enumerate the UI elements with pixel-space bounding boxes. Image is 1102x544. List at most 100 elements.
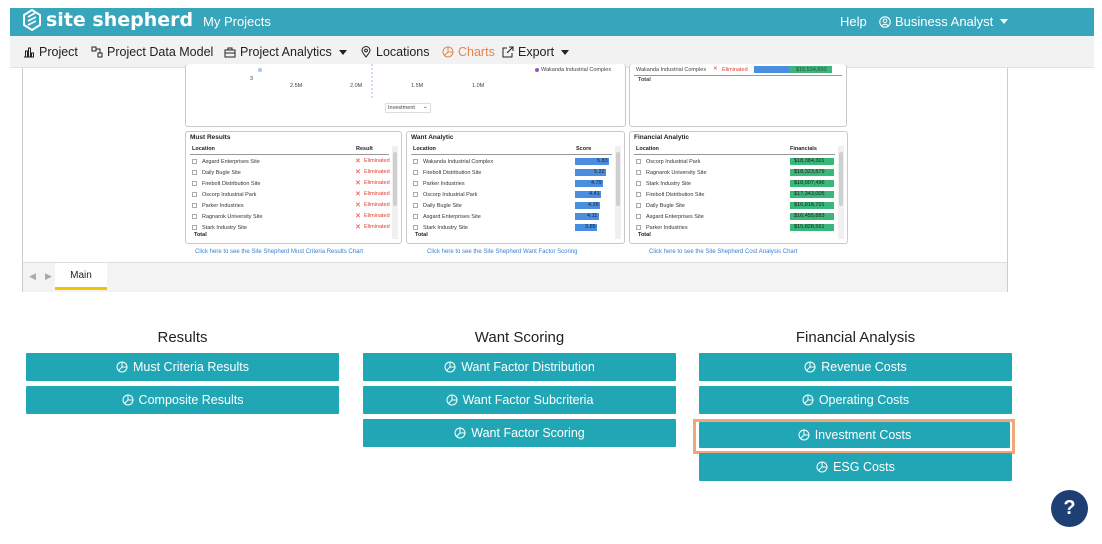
expand-icon[interactable] xyxy=(636,203,641,208)
x-tick: 1.0M xyxy=(472,83,485,89)
must-criteria-chart-link[interactable]: Click here to see the Site Shepherd Must… xyxy=(195,249,364,255)
button-label: Operating Costs xyxy=(818,393,910,407)
nav-charts[interactable]: Charts xyxy=(442,45,495,59)
row-location: Daily Bugle Site xyxy=(202,170,241,176)
button-label: Want Factor Subcriteria xyxy=(462,393,594,407)
row-location: Daily Bugle Site xyxy=(646,203,685,209)
expand-icon[interactable] xyxy=(413,192,418,197)
cost-analysis-chart-link[interactable]: Click here to see the Site Shepherd Cost… xyxy=(649,249,798,255)
expand-icon[interactable] xyxy=(413,203,418,208)
x-mark-icon: ✕ xyxy=(713,66,718,72)
score-bar xyxy=(575,224,597,231)
want-factor-subcriteria-button[interactable]: Want Factor Subcriteria xyxy=(363,386,676,414)
export-icon xyxy=(502,46,514,58)
expand-icon[interactable] xyxy=(413,214,418,219)
expand-icon[interactable] xyxy=(413,225,418,230)
measure-dropdown[interactable]: Investment ⌄ xyxy=(385,103,431,113)
table-row: Stark Industry Site 3.85 xyxy=(411,223,612,234)
expand-icon[interactable] xyxy=(636,192,641,197)
row-location: Ragnarok University Site xyxy=(646,170,707,176)
table-row: Parker Industries 4.79 xyxy=(411,179,612,190)
revenue-costs-button[interactable]: Revenue Costs xyxy=(699,353,1012,381)
must-criteria-results-button[interactable]: Must Criteria Results xyxy=(26,353,339,381)
button-label: Investment Costs xyxy=(814,428,912,442)
x-mark-icon: ✕ xyxy=(355,213,361,220)
pie-chart-icon xyxy=(446,394,458,406)
financial-scrollbar[interactable] xyxy=(838,146,844,239)
nav-project-analytics[interactable]: Project Analytics xyxy=(224,45,347,59)
scroll-thumb[interactable] xyxy=(616,152,620,206)
chevron-right-icon[interactable]: ▶ xyxy=(45,271,52,281)
table-header: Location Score xyxy=(411,145,612,155)
table-row: Firebolt Distribution Site $17,343,005 xyxy=(634,190,835,201)
row-location: Asgard Enterprises Site xyxy=(202,159,260,165)
button-label: Want Factor Distribution xyxy=(461,360,595,374)
help-chat-button[interactable]: ? xyxy=(1051,490,1088,527)
tab-main[interactable]: Main xyxy=(55,263,107,290)
table-row: Stark Industry Site $18,007,496 xyxy=(634,179,835,190)
must-results-table: Location Result Asgard Enterprises Site ✕… xyxy=(190,145,390,241)
shepherd-logo-icon xyxy=(23,9,41,31)
want-analytic-table: Location Score Wakanda Industrial Comple… xyxy=(411,145,612,241)
scroll-thumb[interactable] xyxy=(839,152,843,206)
financial-value: $16,818,701 xyxy=(794,202,825,208)
financial-bar xyxy=(790,202,834,209)
nav-project[interactable]: Project xyxy=(23,45,78,59)
help-link[interactable]: Help xyxy=(840,14,867,29)
nav-export[interactable]: Export xyxy=(502,45,570,59)
operating-costs-button[interactable]: Operating Costs xyxy=(699,386,1012,414)
expand-icon[interactable] xyxy=(192,214,197,219)
composite-results-button[interactable]: Composite Results xyxy=(26,386,339,414)
row-location: Stark Industry Site xyxy=(423,225,468,231)
col-header-score: Score xyxy=(576,146,592,152)
col-header-location: Location xyxy=(413,146,436,152)
expand-icon[interactable] xyxy=(413,159,418,164)
x-mark-icon: ✕ xyxy=(355,169,361,176)
nav-locations[interactable]: Locations xyxy=(360,45,430,59)
want-factor-scoring-button[interactable]: Want Factor Scoring xyxy=(363,419,676,447)
nav-data-model[interactable]: Project Data Model xyxy=(91,45,213,59)
row-location: Daily Bugle Site xyxy=(423,203,462,209)
chevron-down-icon xyxy=(1000,19,1009,24)
expand-icon[interactable] xyxy=(636,225,641,230)
scroll-thumb[interactable] xyxy=(393,152,397,206)
want-scoring-section-title: Want Scoring xyxy=(474,329,565,346)
must-scrollbar[interactable] xyxy=(392,146,398,239)
score-value: 4.79 xyxy=(591,180,602,186)
expand-icon[interactable] xyxy=(192,225,197,230)
expand-icon[interactable] xyxy=(192,192,197,197)
button-label: Want Factor Scoring xyxy=(471,426,585,440)
chevron-left-icon[interactable]: ◀ xyxy=(29,271,36,281)
top-bar: site shepherd My Projects Help Business … xyxy=(10,8,1094,36)
measure-dropdown-value: Investment xyxy=(388,105,415,111)
my-projects-link[interactable]: My Projects xyxy=(203,14,271,29)
legend-dot xyxy=(535,68,539,72)
expand-icon[interactable] xyxy=(192,170,197,175)
expand-icon[interactable] xyxy=(636,214,641,219)
col-header-location: Location xyxy=(636,146,659,152)
scatter-chart-panel: 3 2.5M 2.0M 1.5M 1.0M Wakanda Industrial… xyxy=(185,64,626,127)
site-shepherd-logo[interactable]: site shepherd xyxy=(22,9,193,31)
row-result: Eliminated xyxy=(364,158,390,164)
expand-icon[interactable] xyxy=(413,170,418,175)
want-factor-distribution-button[interactable]: Want Factor Distribution xyxy=(363,353,676,381)
expand-icon[interactable] xyxy=(192,159,197,164)
expand-icon[interactable] xyxy=(192,181,197,186)
row-result: Eliminated xyxy=(364,191,390,197)
want-scrollbar[interactable] xyxy=(615,146,621,239)
score-value: 5.22 xyxy=(594,169,605,175)
expand-icon[interactable] xyxy=(636,181,641,186)
expand-icon[interactable] xyxy=(636,170,641,175)
esg-costs-button[interactable]: ESG Costs xyxy=(699,453,1012,481)
want-factor-scoring-link[interactable]: Click here to see the Site Shepherd Want… xyxy=(427,249,578,255)
expand-icon[interactable] xyxy=(636,159,641,164)
table-row: Oscorp Industrial Park ✕ Eliminated xyxy=(190,190,390,201)
row-location: Oscorp Industrial Park xyxy=(646,159,701,165)
table-row: Daily Bugle Site 4.26 xyxy=(411,201,612,212)
button-label: Must Criteria Results xyxy=(133,360,249,374)
expand-icon[interactable] xyxy=(192,203,197,208)
expand-icon[interactable] xyxy=(413,181,418,186)
investment-costs-button[interactable]: Investment Costs xyxy=(699,422,1010,448)
user-menu[interactable]: Business Analyst xyxy=(879,14,1009,29)
row-location: Parker Industries xyxy=(646,225,688,231)
